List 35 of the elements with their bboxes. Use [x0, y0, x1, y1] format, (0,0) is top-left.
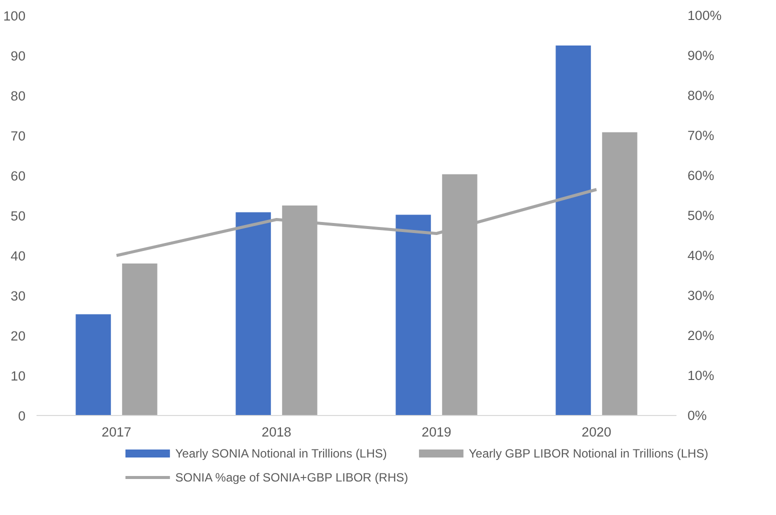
legend-label: Yearly SONIA Notional in Trillions (LHS) — [175, 446, 387, 460]
y2-tick-label: 70% — [688, 128, 714, 143]
y2-tick-label: 80% — [688, 88, 714, 103]
y-tick-label: 60 — [10, 168, 26, 184]
bar — [122, 264, 158, 416]
bar — [236, 212, 271, 416]
y2-tick-label: 90% — [688, 48, 714, 63]
y-tick-label: 90 — [10, 48, 26, 64]
y-tick-label: 70 — [10, 128, 26, 144]
y2-tick-label: 50% — [688, 208, 714, 223]
y-tick-label: 80 — [10, 88, 26, 104]
y2-tick-label: 60% — [688, 168, 714, 183]
y2-tick-label: 10% — [688, 368, 714, 383]
legend-label: SONIA %age of SONIA+GBP LIBOR (RHS) — [175, 470, 408, 484]
y-tick-label: 0 — [18, 408, 26, 424]
y-tick-label: 10 — [10, 368, 26, 384]
y-tick-label: 50 — [10, 208, 26, 224]
y2-tick-label: 100% — [688, 8, 722, 23]
y-tick-label: 40 — [10, 248, 26, 264]
bar — [602, 132, 638, 416]
bar — [76, 314, 111, 416]
x-tick-label: 2017 — [102, 424, 132, 440]
x-tick-label: 2020 — [582, 424, 612, 440]
x-tick-label: 2019 — [422, 424, 452, 440]
y-tick-label: 30 — [10, 288, 26, 304]
y-tick-label: 20 — [10, 328, 26, 344]
bar — [396, 214, 431, 416]
y2-tick-label: 20% — [688, 328, 714, 343]
bar — [556, 46, 591, 416]
y2-tick-label: 30% — [688, 288, 714, 303]
legend-label: Yearly GBP LIBOR Notional in Trillions (LHS) — [468, 446, 708, 460]
y2-tick-label: 40% — [688, 248, 714, 263]
x-tick-label: 2018 — [262, 424, 292, 440]
y-tick-label: 100 — [3, 8, 26, 24]
y2-tick-label: 0% — [688, 408, 707, 423]
